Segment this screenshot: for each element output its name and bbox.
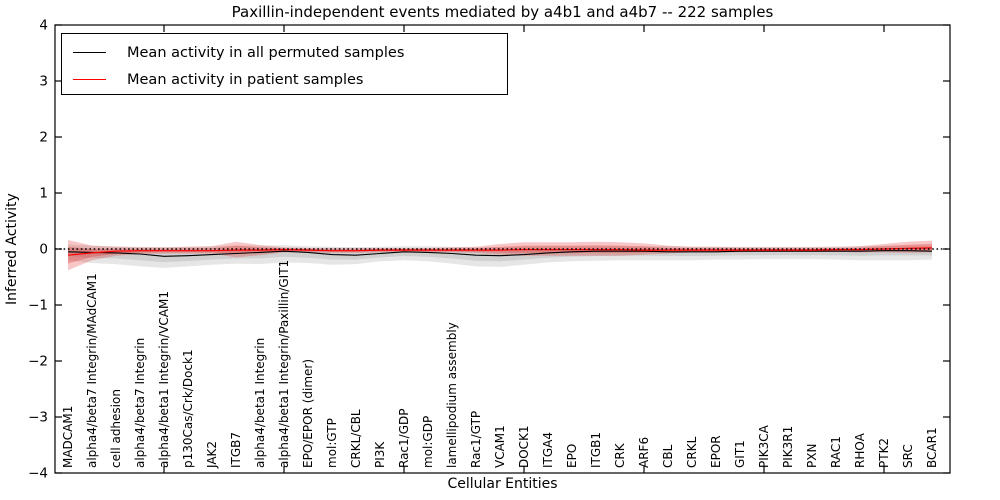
x-tick-label: CRKL/CBL — [349, 409, 363, 468]
y-tick-label: 1 — [39, 186, 48, 202]
y-tick-label: 4 — [39, 18, 48, 34]
x-tick-label: PIK3R1 — [781, 426, 795, 468]
x-tick-label: CBL — [661, 444, 675, 468]
x-tick-label: alpha4/beta1 Integrin/Paxillin/GIT1 — [277, 260, 291, 468]
x-tick-label: CRK — [613, 442, 627, 468]
x-tick-label: EPO — [565, 444, 579, 468]
y-tick-label: 0 — [39, 242, 48, 258]
x-tick-label: p130Cas/Crk/Dock1 — [181, 349, 195, 468]
legend-item-patient: Mean activity in patient samples — [73, 66, 507, 93]
x-tick-label: SRC — [901, 444, 915, 468]
legend-item-permuted: Mean activity in all permuted samples — [73, 39, 507, 66]
legend: Mean activity in all permuted samples Me… — [61, 33, 508, 95]
x-tick-label: ITGA4 — [541, 432, 555, 468]
x-tick-label: MADCAM1 — [61, 406, 75, 468]
x-tick-label: Rac1/GTP — [469, 411, 483, 468]
x-tick-label: RAC1 — [829, 436, 843, 468]
permuted-line-sample-icon — [73, 52, 106, 53]
legend-label-patient: Mean activity in patient samples — [127, 71, 364, 88]
x-tick-label: ARF6 — [637, 437, 651, 468]
y-axis-label: Inferred Activity — [4, 193, 20, 305]
x-tick-label: mol:GTP — [325, 418, 339, 468]
x-tick-label: BCAR1 — [925, 427, 939, 468]
x-tick-label: alpha4/beta1 Integrin/VCAM1 — [157, 291, 171, 468]
x-axis-label: Cellular Entities — [447, 476, 558, 492]
x-tick-label: cell adhesion — [109, 389, 123, 468]
x-tick-label: CRKL — [685, 436, 699, 468]
x-tick-label: PI3K — [373, 441, 387, 468]
legend-label-permuted: Mean activity in all permuted samples — [127, 44, 405, 61]
x-tick-label: ITGB1 — [589, 432, 603, 468]
x-tick-label: JAK2 — [205, 441, 219, 469]
x-tick-label: PTK2 — [877, 438, 891, 468]
x-tick-label: GIT1 — [733, 440, 747, 468]
x-tick-label: alpha4/beta7 Integrin/MAdCAM1 — [85, 273, 99, 468]
y-tick-label: −2 — [28, 354, 48, 370]
x-tick-label: ITGB7 — [229, 432, 243, 468]
x-tick-label: EPOR — [709, 435, 723, 468]
x-tick-label: EPO/EPOR (dimer) — [301, 359, 315, 468]
chart-title: Paxillin-independent events mediated by … — [231, 3, 774, 21]
patient-line-sample-icon — [73, 79, 106, 80]
y-tick-label: −1 — [28, 298, 48, 314]
y-tick-label: −4 — [28, 466, 48, 482]
y-tick-label: −3 — [28, 410, 48, 426]
x-tick-label: DOCK1 — [517, 425, 531, 468]
x-tick-label: alpha4/beta1 Integrin — [253, 338, 267, 468]
y-tick-label: 2 — [39, 130, 48, 146]
x-tick-label: VCAM1 — [493, 425, 507, 468]
x-tick-label: mol:GDP — [421, 416, 435, 468]
x-tick-label: alpha4/beta7 Integrin — [133, 338, 147, 468]
x-tick-label: lamellipodium assembly — [445, 322, 459, 468]
x-tick-label: RHOA — [853, 432, 867, 468]
patient-mean-line — [67, 247, 933, 256]
patient-band-outer — [68, 240, 932, 271]
x-tick-label: Rac1/GDP — [397, 409, 411, 468]
x-tick-label: PIK3CA — [757, 424, 771, 468]
y-tick-label: 3 — [39, 74, 48, 90]
permuted-mean-line — [67, 250, 933, 257]
x-tick-label: PXN — [805, 444, 819, 468]
